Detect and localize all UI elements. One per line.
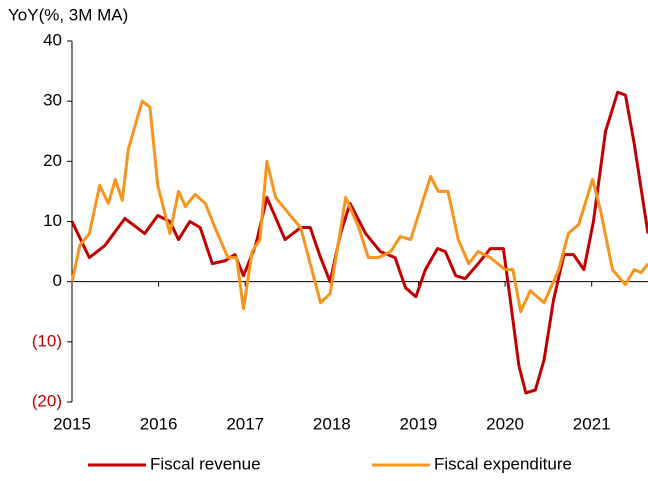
series-line [70,99,648,314]
x-tick-label: 2016 [140,414,178,433]
y-tick-label: 10 [43,211,62,230]
y-tick-label: (20) [32,391,62,410]
x-tick-label: 2021 [573,414,611,433]
legend-label: Fiscal expenditure [434,454,572,473]
y-tick-label: 30 [43,91,62,110]
x-tick-label: 2019 [400,414,438,433]
x-tick-label: 2020 [486,414,524,433]
x-tick-label: 2017 [226,414,264,433]
y-tick-label: 0 [53,271,62,290]
legend-label: Fiscal revenue [150,454,261,473]
x-tick-label: 2015 [53,414,91,433]
y-tick-label: 40 [43,30,62,49]
y-tick-label: (10) [32,331,62,350]
y-axis-title: YoY(%, 3M MA) [8,5,128,24]
y-tick-label: 20 [43,151,62,170]
x-tick-label: 2018 [313,414,351,433]
series-line [70,90,648,395]
